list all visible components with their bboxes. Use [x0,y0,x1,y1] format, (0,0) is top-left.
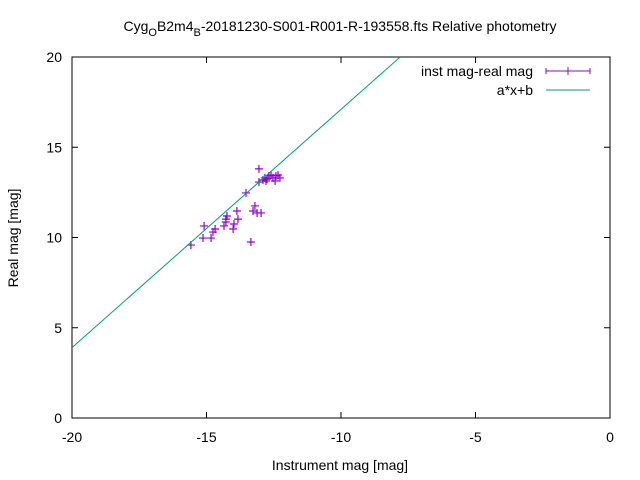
x-tick-label: -10 [331,429,351,445]
data-point [271,177,280,186]
title-subscript: O [148,27,157,39]
data-point [199,234,208,243]
legend-label: a*x+b [497,82,533,98]
data-point [222,212,231,221]
y-tick-label: 5 [54,320,62,336]
y-tick-label: 20 [46,49,62,65]
x-tick-label: -5 [469,429,482,445]
data-point [257,208,266,217]
title-subscript: B [194,27,201,39]
fit-line [71,56,401,348]
chart-title: CygOB2m4B-20181230-S001-R001-R-193558.ft… [123,18,556,39]
data-point [229,219,238,228]
x-tick-label: 0 [606,429,614,445]
data-point [229,225,238,234]
x-tick-label: -20 [62,429,82,445]
y-tick-label: 0 [54,410,62,426]
title-text: -20181230-S001-R001-R-193558.fts Relativ… [201,18,557,34]
y-tick-label: 15 [46,139,62,155]
data-point [275,173,284,182]
data-point [250,201,259,210]
data-point [200,221,209,230]
title-text: Cyg [123,18,148,34]
x-tick-label: -15 [196,429,216,445]
data-point [233,215,242,224]
data-point [211,225,220,234]
data-point [249,206,258,215]
y-tick-label: 10 [46,230,62,246]
y-axis-label: Real mag [mag] [5,189,21,288]
title-text: B2m4 [157,18,194,34]
data-point [246,238,255,247]
legend-symbol [545,67,591,75]
data-point [207,234,216,243]
data-point [254,164,263,173]
x-axis-label: Instrument mag [mag] [272,457,408,473]
data-point [232,206,241,215]
plot-border [71,56,611,419]
legend-label: inst mag-real mag [421,63,533,79]
data-point [261,177,270,186]
data-point [219,221,228,230]
